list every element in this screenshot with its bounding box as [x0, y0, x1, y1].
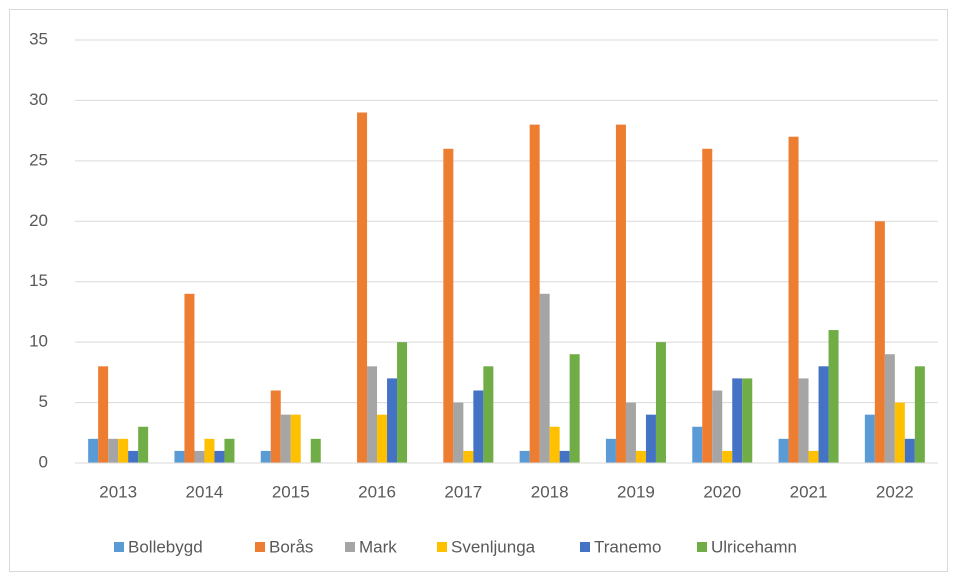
- legend-label: Svenljunga: [451, 537, 536, 556]
- y-tick-label: 30: [29, 90, 48, 109]
- bar: [108, 438, 119, 463]
- bar: [138, 426, 149, 463]
- bar: [712, 390, 723, 463]
- bar: [270, 390, 281, 463]
- legend-swatch: [345, 542, 355, 552]
- bar: [280, 414, 291, 463]
- bar: [625, 402, 636, 463]
- bar: [828, 330, 839, 463]
- bar: [519, 450, 530, 463]
- bar: [387, 378, 398, 463]
- bar: [692, 426, 703, 463]
- bar: [184, 293, 195, 463]
- bar: [904, 438, 915, 463]
- bar: [722, 450, 733, 463]
- bar: [204, 438, 215, 463]
- bar: [808, 450, 819, 463]
- x-tick-label: 2021: [790, 482, 828, 501]
- bar: [559, 450, 570, 463]
- bar: [128, 450, 139, 463]
- legend-label: Borås: [269, 537, 313, 556]
- x-tick-label: 2014: [186, 482, 224, 501]
- y-tick-label: 35: [29, 29, 48, 48]
- legend-label: Ulricehamn: [711, 537, 797, 556]
- x-tick-label: 2015: [272, 482, 310, 501]
- legend-swatch: [580, 542, 590, 552]
- legend-label: Mark: [359, 537, 397, 556]
- bar: [98, 366, 109, 463]
- y-tick-label: 10: [29, 332, 48, 351]
- legend-swatch: [697, 542, 707, 552]
- bar: [788, 136, 799, 463]
- bar: [615, 124, 626, 463]
- bar: [224, 438, 235, 463]
- legend-swatch: [114, 542, 124, 552]
- x-tick-label: 2013: [99, 482, 137, 501]
- bar: [357, 112, 368, 463]
- bar: [443, 148, 454, 463]
- bar: [377, 414, 388, 463]
- bar: [473, 390, 484, 463]
- bar: [367, 366, 378, 463]
- bar: [397, 342, 408, 463]
- bar: [549, 426, 560, 463]
- bar: [645, 414, 656, 463]
- bar: [214, 450, 225, 463]
- bar: [778, 438, 789, 463]
- x-tick-label: 2016: [358, 482, 396, 501]
- y-tick-label: 0: [39, 452, 48, 471]
- bar: [453, 402, 464, 463]
- bar: [539, 293, 550, 463]
- bar: [194, 450, 205, 463]
- bar: [118, 438, 129, 463]
- bar: [818, 366, 829, 463]
- bar: [702, 148, 713, 463]
- bar: [88, 438, 99, 463]
- bar: [884, 354, 895, 463]
- bar: [483, 366, 494, 463]
- legend-label: Tranemo: [594, 537, 661, 556]
- bar: [655, 342, 666, 463]
- x-tick-label: 2020: [703, 482, 741, 501]
- bar: [635, 450, 646, 463]
- y-tick-label: 15: [29, 271, 48, 290]
- bar: [174, 450, 185, 463]
- legend-swatch: [437, 542, 447, 552]
- y-tick-label: 25: [29, 150, 48, 169]
- y-tick-label: 5: [39, 392, 48, 411]
- bar: [742, 378, 753, 463]
- y-tick-label: 20: [29, 211, 48, 230]
- bar: [463, 450, 474, 463]
- legend-label: Bollebygd: [128, 537, 203, 556]
- bar: [894, 402, 905, 463]
- bar: [529, 124, 540, 463]
- x-tick-label: 2019: [617, 482, 655, 501]
- bar: [732, 378, 743, 463]
- bar: [310, 438, 321, 463]
- bar: [798, 378, 809, 463]
- bar: [605, 438, 616, 463]
- bar: [864, 414, 875, 463]
- legend-swatch: [255, 542, 265, 552]
- bar: [914, 366, 925, 463]
- x-tick-label: 2018: [531, 482, 569, 501]
- x-tick-label: 2017: [444, 482, 482, 501]
- bar: [569, 354, 580, 463]
- bar: [260, 450, 271, 463]
- bar: [290, 414, 301, 463]
- bar: [874, 221, 885, 463]
- x-tick-label: 2022: [876, 482, 914, 501]
